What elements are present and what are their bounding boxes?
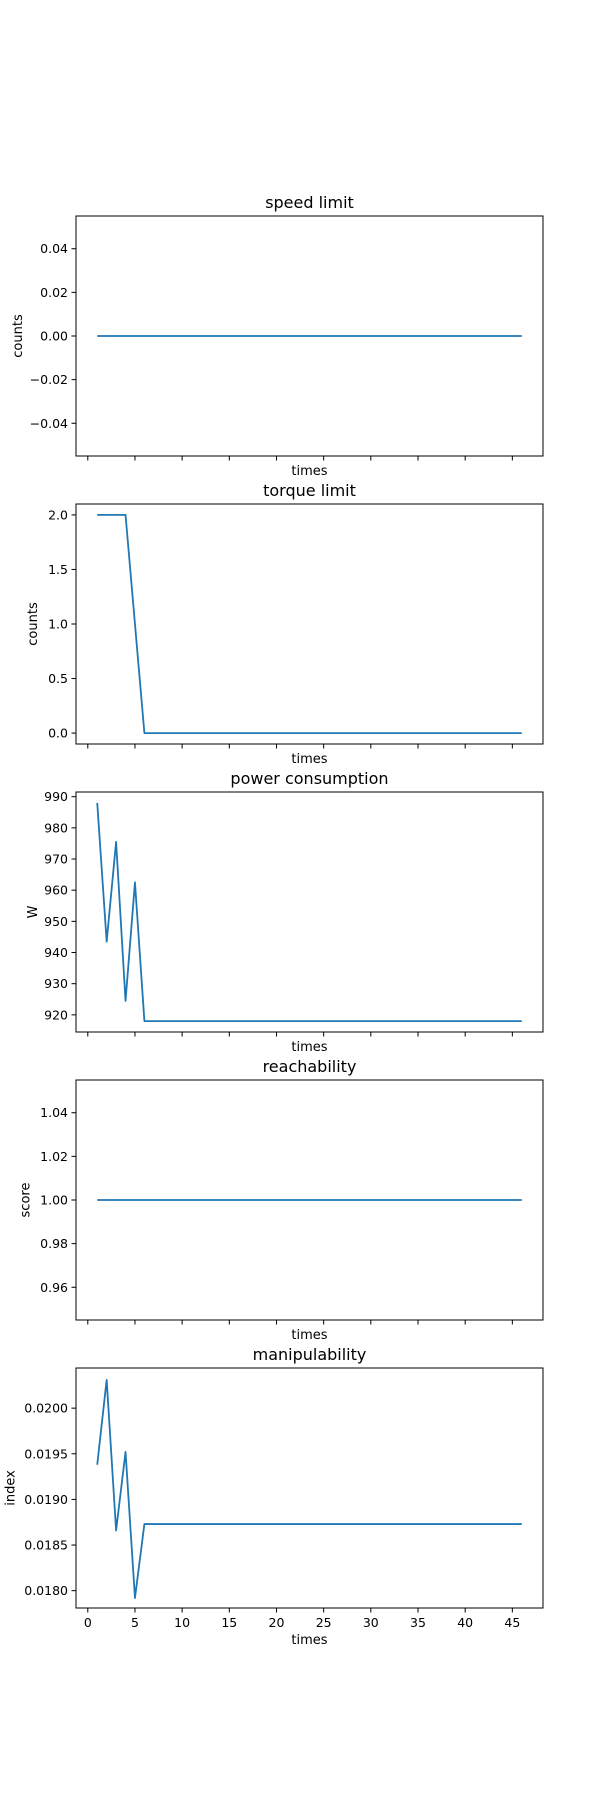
y-tick-label: 1.5 (48, 562, 68, 577)
x-axis-label: times (291, 752, 327, 767)
y-axis-label: index (3, 1470, 18, 1506)
y-tick-label: 0.96 (40, 1280, 68, 1295)
x-tick-label: 30 (363, 1615, 379, 1630)
subplot-5: manipulability 0 5 10 15 20 25 30 35 40 45 0.0180 0.… (3, 1345, 544, 1648)
y-tick-label: 970 (44, 852, 68, 867)
series-line (96, 1378, 522, 1599)
y-tick-label: 990 (44, 789, 68, 804)
x-tick-label: 10 (174, 1615, 190, 1630)
chart-title: speed limit (265, 193, 354, 212)
y-tick-label: 2.0 (48, 507, 68, 522)
chart-title: power consumption (230, 769, 388, 788)
y-tick-label: −0.04 (30, 416, 68, 431)
y-tick-label: 940 (44, 945, 68, 960)
y-tick-label: 0.0200 (24, 1401, 68, 1416)
y-tick-label: 0.0 (48, 726, 68, 741)
y-tick-label: 1.0 (48, 617, 68, 632)
y-axis-label: W (26, 905, 41, 918)
x-tick-label: 20 (269, 1615, 285, 1630)
y-tick-label: 930 (44, 976, 68, 991)
y-tick-label: 1.04 (40, 1105, 68, 1120)
y-axis-label: score (19, 1183, 34, 1218)
x-tick-label: 0 (84, 1615, 92, 1630)
y-tick-label: 980 (44, 820, 68, 835)
subplot-4: reachability 0.96 0.98 1.00 1.02 1.04 times sco… (19, 1057, 544, 1343)
chart-title: manipulability (253, 1345, 367, 1364)
y-tick-label: 0.04 (40, 241, 68, 256)
y-tick-label: 920 (44, 1007, 68, 1022)
x-tick-label: 35 (410, 1615, 426, 1630)
series-line (96, 802, 522, 1022)
y-tick-label: 950 (44, 914, 68, 929)
x-tick-label: 15 (221, 1615, 237, 1630)
y-tick-label: 0.5 (48, 671, 68, 686)
y-tick-label: 0.0185 (24, 1538, 68, 1553)
axes-frame (75, 1367, 544, 1609)
y-axis-label: counts (26, 602, 41, 646)
chart-title: torque limit (263, 481, 356, 500)
y-tick-label: 1.00 (40, 1193, 68, 1208)
subplot-3: power consumption 920 930 940 950 960 970 980 99… (26, 769, 544, 1055)
y-tick-label: 960 (44, 883, 68, 898)
y-tick-label: 1.02 (40, 1149, 68, 1164)
y-tick-label: 0.0195 (24, 1446, 68, 1461)
y-tick-label: 0.98 (40, 1236, 68, 1251)
x-tick-label: 25 (316, 1615, 332, 1630)
y-tick-label: 0.00 (40, 329, 68, 344)
x-axis-label: times (291, 1328, 327, 1343)
y-axis-label: counts (11, 314, 26, 358)
axes-frame (75, 791, 544, 1033)
chart-title: reachability (263, 1057, 357, 1076)
y-tick-label: 0.0190 (24, 1492, 68, 1507)
x-axis-label: times (291, 464, 327, 479)
x-tick-label: 5 (131, 1615, 139, 1630)
x-tick-label: 40 (457, 1615, 473, 1630)
x-axis-label: times (291, 1040, 327, 1055)
y-tick-label: −0.02 (30, 372, 68, 387)
axes-frame (75, 503, 544, 745)
series-line (97, 514, 522, 734)
subplot-2: torque limit 0.0 0.5 1.0 1.5 2.0 times counts (26, 481, 544, 767)
y-tick-label: 0.0180 (24, 1583, 68, 1598)
subplot-1: speed limit −0.04 −0.02 0.00 0.02 0.04 times co… (11, 193, 544, 479)
x-tick-label: 45 (504, 1615, 520, 1630)
y-tick-label: 0.02 (40, 285, 68, 300)
x-axis-label: times (291, 1633, 327, 1648)
